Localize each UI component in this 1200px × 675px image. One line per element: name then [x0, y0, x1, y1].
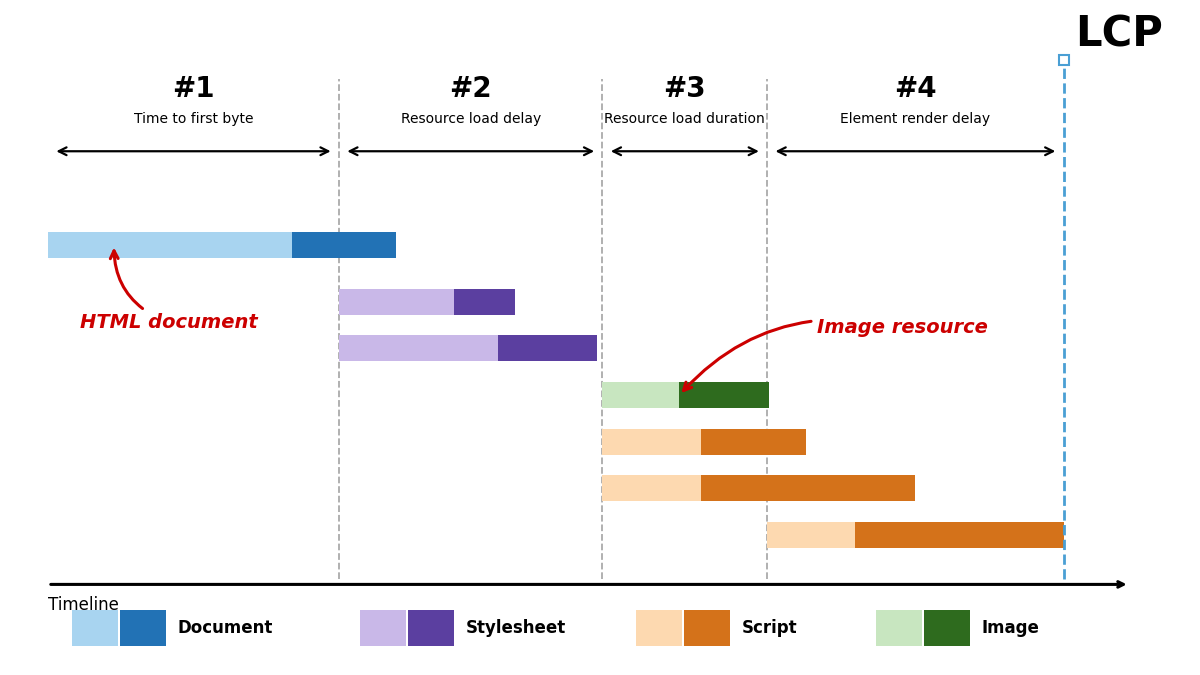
Text: Timeline: Timeline: [48, 596, 119, 614]
Bar: [767, 522, 856, 548]
Bar: [856, 522, 1063, 548]
Bar: [72, 610, 118, 646]
Bar: [679, 382, 769, 408]
Bar: [360, 610, 406, 646]
Text: Image: Image: [982, 619, 1039, 637]
Bar: [48, 232, 292, 258]
Bar: [498, 335, 598, 361]
Bar: [602, 475, 701, 502]
Text: HTML document: HTML document: [80, 251, 258, 332]
Bar: [924, 610, 970, 646]
Bar: [455, 289, 515, 315]
Bar: [684, 610, 730, 646]
Bar: [636, 610, 682, 646]
Bar: [292, 232, 396, 258]
Bar: [602, 382, 679, 408]
Bar: [876, 610, 922, 646]
Bar: [701, 475, 916, 502]
Text: Document: Document: [178, 619, 272, 637]
Bar: [120, 610, 166, 646]
Bar: [602, 429, 701, 455]
Text: Script: Script: [742, 619, 797, 637]
Text: Element render delay: Element render delay: [840, 112, 990, 126]
Text: LCP: LCP: [1075, 14, 1163, 55]
Text: #3: #3: [664, 75, 706, 103]
Bar: [338, 289, 455, 315]
Text: Image resource: Image resource: [684, 318, 988, 391]
Text: Stylesheet: Stylesheet: [466, 619, 566, 637]
Bar: [408, 610, 454, 646]
Text: Resource load duration: Resource load duration: [605, 112, 766, 126]
Text: Time to first byte: Time to first byte: [133, 112, 253, 126]
Bar: [701, 429, 805, 455]
Text: #2: #2: [450, 75, 492, 103]
Bar: [338, 335, 498, 361]
Text: #1: #1: [173, 75, 215, 103]
Text: Resource load delay: Resource load delay: [401, 112, 541, 126]
Text: #4: #4: [894, 75, 937, 103]
